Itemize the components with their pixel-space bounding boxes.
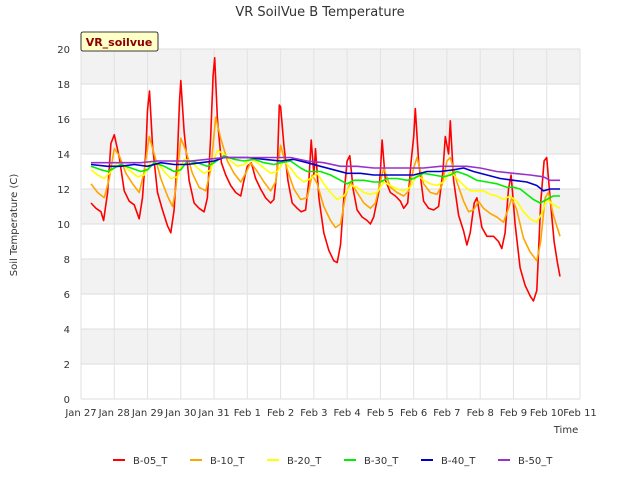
series-line-b-20-t (90, 149, 561, 224)
x-tick-label: Feb 10 (530, 408, 564, 419)
series-layer (90, 57, 561, 302)
x-tick-label: Feb 5 (367, 408, 394, 419)
legend-label: B-20_T (287, 456, 322, 467)
plot-band (81, 49, 580, 84)
series-line-b-05-t (90, 57, 561, 302)
legend: B-05_T B-10_T B-20_T B-30_T B-40_T B-50_T (113, 456, 553, 467)
x-tick-label: Feb 4 (334, 408, 361, 419)
x-tick-label: Feb 3 (300, 408, 327, 419)
plot-band (81, 259, 580, 294)
x-axis-label: Time (553, 425, 578, 436)
y-tick-label: 14 (57, 150, 70, 161)
x-tick-label: Feb 9 (500, 408, 527, 419)
x-tick-label: Jan 30 (164, 408, 196, 419)
y-tick-label: 8 (64, 255, 70, 266)
y-tick-label: 16 (57, 115, 70, 126)
plot-band (81, 84, 580, 119)
y-tick-label: 0 (64, 395, 70, 406)
y-tick-label: 10 (57, 220, 70, 231)
legend-label: B-30_T (364, 456, 399, 467)
y-tick-label: 20 (57, 45, 70, 56)
legend-item-b-50-t: B-50_T (498, 456, 553, 467)
legend-item-b-20-t: B-20_T (267, 456, 322, 467)
legend-label: B-40_T (441, 456, 476, 467)
y-tick-label: 18 (57, 80, 70, 91)
plot-band (81, 119, 580, 154)
x-tick-label: Jan 31 (197, 408, 229, 419)
x-tick-label: Feb 2 (267, 408, 294, 419)
x-tick-label: Feb 6 (400, 408, 427, 419)
x-tick-label: Jan 27 (64, 408, 96, 419)
y-axis-label: Soil Temperature (C) (9, 174, 20, 277)
series-line-b-30-t (90, 154, 560, 204)
legend-label: B-10_T (210, 456, 245, 467)
y-tick-label: 6 (64, 290, 70, 301)
legend-label: B-50_T (518, 456, 553, 467)
legend-item-b-05-t: B-05_T (113, 456, 168, 467)
legend-item-b-30-t: B-30_T (344, 456, 399, 467)
series-line-b-50-t (91, 156, 560, 182)
plot-band (81, 364, 580, 399)
series-line-b-10-t (90, 116, 561, 262)
legend-label: B-05_T (133, 456, 168, 467)
plot-band (81, 329, 580, 364)
chart-title: VR SoilVue B Temperature (235, 5, 404, 20)
x-tick-label: Feb 7 (433, 408, 460, 419)
plot-band (81, 294, 580, 329)
plot-band (81, 189, 580, 224)
annotation-text: VR_soilvue (86, 36, 153, 49)
x-tick-label: Feb 1 (234, 408, 261, 419)
y-tick-label: 2 (64, 360, 70, 371)
grid-lines (80, 48, 581, 400)
x-tick-label: Jan 29 (131, 408, 163, 419)
x-tick-label: Feb 11 (563, 408, 597, 419)
legend-item-b-40-t: B-40_T (421, 456, 476, 467)
y-tick-label: 12 (57, 185, 70, 196)
legend-item-b-10-t: B-10_T (190, 456, 245, 467)
y-tick-label: 4 (64, 325, 70, 336)
x-tick-label: Jan 28 (98, 408, 130, 419)
x-tick-label: Feb 8 (467, 408, 494, 419)
series-line-b-40-t (90, 156, 560, 192)
annotation-badge: VR_soilvue (80, 31, 159, 52)
